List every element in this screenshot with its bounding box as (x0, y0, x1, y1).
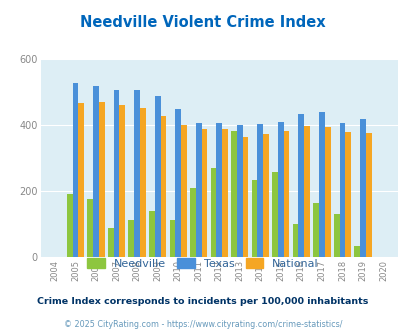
Bar (99, 102, 104, 257)
Bar (313, 203, 318, 257)
Bar (201, 129, 207, 257)
Bar (181, 125, 186, 257)
Bar (72, 82, 78, 257)
Bar (339, 123, 345, 257)
Bar (169, 220, 175, 257)
Bar (230, 131, 236, 257)
Bar (292, 224, 298, 257)
Bar (318, 112, 324, 257)
Text: Crime Index corresponds to incidents per 100,000 inhabitants: Crime Index corresponds to incidents per… (37, 297, 368, 307)
Bar (271, 172, 277, 257)
Bar (236, 125, 242, 257)
Bar (78, 103, 84, 257)
Bar (354, 246, 359, 257)
Bar (210, 168, 216, 257)
Bar (128, 220, 134, 257)
Bar (140, 108, 145, 257)
Bar (298, 114, 303, 257)
Bar (324, 127, 330, 257)
Bar (277, 122, 283, 257)
Bar (345, 132, 350, 257)
Bar (190, 188, 195, 257)
Bar (160, 116, 166, 257)
Bar (119, 105, 125, 257)
Bar (303, 126, 309, 257)
Bar (67, 194, 72, 257)
Bar (195, 123, 201, 257)
Bar (262, 134, 268, 257)
Bar (93, 86, 99, 257)
Bar (87, 199, 93, 257)
Bar (242, 137, 248, 257)
Bar (257, 124, 262, 257)
Bar (149, 211, 154, 257)
Text: © 2025 CityRating.com - https://www.cityrating.com/crime-statistics/: © 2025 CityRating.com - https://www.city… (64, 319, 341, 329)
Bar (333, 214, 339, 257)
Bar (365, 133, 371, 257)
Bar (108, 228, 113, 257)
Bar (154, 96, 160, 257)
Bar (175, 109, 181, 257)
Bar (283, 131, 289, 257)
Bar (216, 123, 222, 257)
Bar (359, 119, 365, 257)
Text: Needville Violent Crime Index: Needville Violent Crime Index (80, 15, 325, 30)
Legend: Needville, Texas, National: Needville, Texas, National (83, 254, 322, 273)
Bar (222, 129, 227, 257)
Bar (113, 90, 119, 257)
Bar (251, 180, 257, 257)
Bar (134, 90, 140, 257)
